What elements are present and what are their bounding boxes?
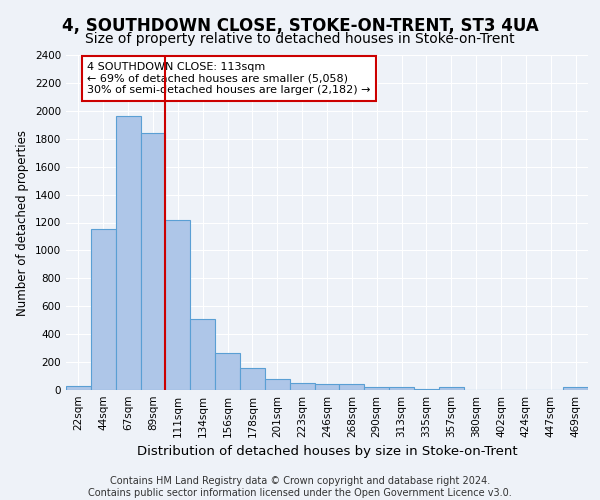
Bar [166, 220, 190, 390]
Bar [140, 133, 166, 390]
Bar [439, 387, 464, 390]
Bar [340, 384, 364, 390]
Bar [190, 319, 215, 390]
Bar [240, 368, 265, 390]
Bar [265, 379, 290, 390]
Bar [116, 116, 140, 390]
Bar [215, 353, 240, 390]
Bar [364, 387, 389, 390]
Bar [91, 230, 116, 390]
Text: Contains HM Land Registry data © Crown copyright and database right 2024.
Contai: Contains HM Land Registry data © Crown c… [88, 476, 512, 498]
Bar [314, 384, 340, 390]
Text: 4 SOUTHDOWN CLOSE: 113sqm
← 69% of detached houses are smaller (5,058)
30% of se: 4 SOUTHDOWN CLOSE: 113sqm ← 69% of detac… [87, 62, 371, 95]
Text: 4, SOUTHDOWN CLOSE, STOKE-ON-TRENT, ST3 4UA: 4, SOUTHDOWN CLOSE, STOKE-ON-TRENT, ST3 … [62, 18, 538, 36]
Bar [389, 388, 414, 390]
Text: Size of property relative to detached houses in Stoke-on-Trent: Size of property relative to detached ho… [85, 32, 515, 46]
Y-axis label: Number of detached properties: Number of detached properties [16, 130, 29, 316]
Bar [66, 386, 91, 390]
Bar [290, 383, 314, 390]
X-axis label: Distribution of detached houses by size in Stoke-on-Trent: Distribution of detached houses by size … [137, 446, 517, 458]
Bar [563, 387, 588, 390]
Bar [414, 388, 439, 390]
